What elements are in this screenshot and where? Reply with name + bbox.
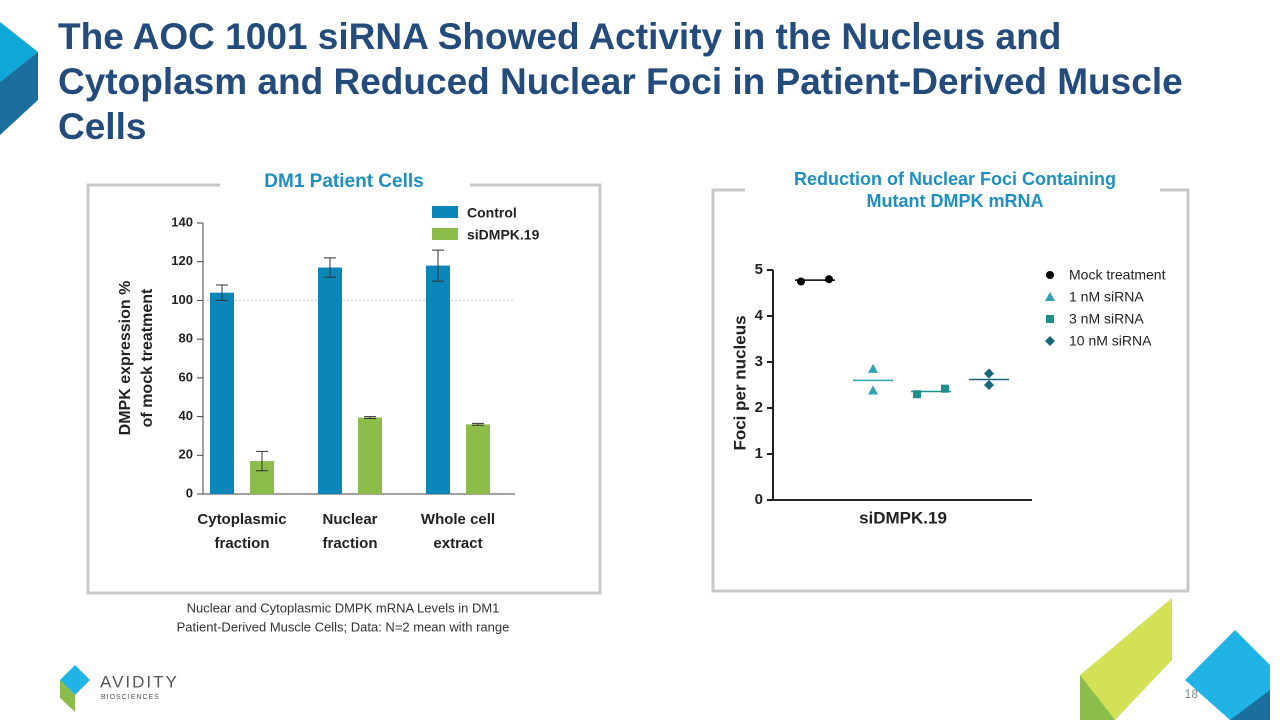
bar: [210, 292, 234, 494]
decor: [1080, 675, 1115, 720]
y-axis-label: DMPK expression % of mock treatment: [117, 281, 156, 436]
logo-subtitle: BIOSCIENCES: [101, 694, 160, 701]
chart-title: Reduction of Nuclear Foci Containing Muta…: [794, 169, 1116, 211]
legend-label: Control: [467, 205, 517, 221]
decor: [0, 22, 38, 82]
y-tick-label: 40: [179, 408, 193, 423]
error-bar: [472, 422, 484, 426]
marker: [984, 380, 994, 390]
y-tick-label: 80: [179, 331, 193, 346]
legend-marker: [1046, 271, 1054, 279]
x-axis-label: siDMPK.19: [859, 508, 947, 527]
y-tick-label: 2: [755, 399, 763, 416]
y-tick-label: 100: [171, 292, 193, 307]
bar: [318, 267, 342, 494]
decor: [1080, 598, 1172, 720]
caption: Nuclear and Cytoplasmic DMPK mRNA Levels…: [177, 601, 510, 635]
bar: [426, 265, 450, 494]
logo-mark: [60, 680, 75, 712]
y-axis-label: Foci per nucleus: [730, 315, 749, 450]
marker: [797, 277, 805, 286]
legend-marker: [1045, 336, 1055, 346]
bar: [358, 417, 382, 494]
logo-name: AVIDITY: [100, 672, 179, 691]
y-tick-label: 1: [755, 445, 763, 462]
y-tick-label: 140: [171, 214, 193, 229]
y-tick-label: 120: [171, 253, 193, 268]
marker: [913, 390, 921, 399]
legend-swatch: [432, 206, 458, 218]
bar: [466, 424, 490, 494]
legend-swatch: [432, 228, 458, 240]
y-tick-label: 0: [755, 491, 763, 508]
error-bar: [256, 450, 268, 472]
marker: [868, 363, 878, 373]
x-tick-label: Cytoplasmic fraction: [197, 511, 286, 552]
legend-label: 1 nM siRNA: [1069, 289, 1144, 305]
legend-label: siDMPK.19: [467, 227, 540, 243]
marker: [825, 275, 833, 284]
page-number: 18: [1185, 687, 1199, 701]
panel-frame: [86, 183, 602, 595]
error-bar: [324, 257, 336, 278]
legend-label: 10 nM siRNA: [1069, 333, 1152, 349]
x-tick-label: Whole cell extract: [421, 511, 495, 552]
slide-title: The AOC 1001 siRNA Showed Activity in th…: [58, 16, 1183, 147]
error-bar: [432, 249, 444, 282]
decor: [0, 52, 38, 135]
panel-frame: [711, 188, 1190, 593]
x-tick-label: Nuclear fraction: [322, 511, 377, 552]
legend-label: Mock treatment: [1069, 267, 1166, 283]
y-tick-label: 3: [755, 353, 763, 370]
legend-label: 3 nM siRNA: [1069, 311, 1144, 327]
error-bar: [216, 284, 228, 301]
legend-marker: [1046, 315, 1054, 323]
marker: [984, 368, 994, 379]
decor: [1230, 690, 1270, 720]
y-tick-label: 60: [179, 369, 193, 384]
y-tick-label: 4: [755, 307, 764, 324]
error-bar: [364, 416, 376, 420]
decor: [1185, 630, 1270, 720]
chart-title: DM1 Patient Cells: [264, 171, 423, 192]
legend-marker: [1045, 292, 1055, 301]
marker: [868, 385, 878, 395]
y-tick-label: 20: [179, 447, 193, 462]
y-tick-label: 0: [186, 485, 193, 500]
y-tick-label: 5: [755, 261, 763, 278]
marker: [941, 384, 949, 393]
